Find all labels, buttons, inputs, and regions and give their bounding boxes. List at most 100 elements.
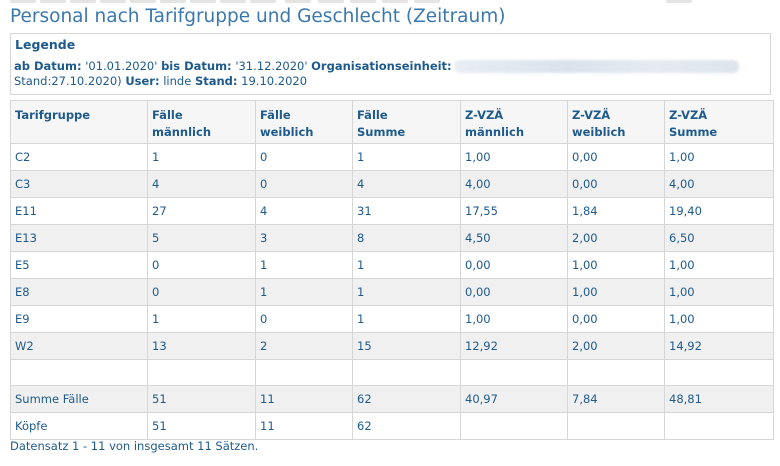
header-faelle-weiblich[interactable]: Fälle weiblich xyxy=(255,100,353,144)
legend-line-2: Stand:27.10.2020) User: linde Stand: 19.… xyxy=(14,74,307,88)
ab-datum-value: '01.01.2020' xyxy=(85,59,158,73)
toolbar-button[interactable] xyxy=(70,0,96,3)
header-faelle-summe[interactable]: Fälle Summe xyxy=(352,100,461,144)
table-cell: 0 xyxy=(147,251,256,279)
table-cell: 51 xyxy=(147,412,256,440)
table-cell: 8 xyxy=(352,224,461,252)
toolbar-button[interactable] xyxy=(250,0,276,3)
record-count-footer: Datensatz 1 - 11 von insgesamt 11 Sätzen… xyxy=(10,439,259,453)
table-cell: 31 xyxy=(352,197,461,225)
toolbar-button[interactable] xyxy=(10,0,36,3)
org-value-redacted xyxy=(453,60,739,73)
table-cell: 19,40 xyxy=(664,197,774,225)
toolbar-button[interactable] xyxy=(382,0,408,3)
table-cell: 6,50 xyxy=(664,224,774,252)
table-cell: 0,00 xyxy=(460,278,568,306)
table-cell: 1,00 xyxy=(567,278,665,306)
page-title: Personal nach Tarifgruppe und Geschlecht… xyxy=(10,6,506,27)
table-cell: 17,55 xyxy=(460,197,568,225)
table-cell: W2 xyxy=(10,332,148,360)
table-cell: 3 xyxy=(255,224,353,252)
user-value: linde xyxy=(163,74,192,88)
table-cell: 2,00 xyxy=(567,224,665,252)
table-cell: E13 xyxy=(10,224,148,252)
ab-datum-label: ab Datum: xyxy=(14,59,82,73)
table-cell: 15 xyxy=(352,332,461,360)
table-cell: 62 xyxy=(352,412,461,440)
bis-datum-value: '31.12.2020' xyxy=(235,59,308,73)
table-cell: 48,81 xyxy=(664,385,774,413)
header-zvza-maennlich[interactable]: Z-VZÄ männlich xyxy=(460,100,568,144)
toolbar-button[interactable] xyxy=(130,0,156,3)
table-row: W2 13 2 15 12,92 2,00 14,92 xyxy=(10,332,774,360)
table-cell: 4 xyxy=(255,197,353,225)
table-cell: 4 xyxy=(147,170,256,198)
header-zvza-weiblich[interactable]: Z-VZÄ weiblich xyxy=(567,100,665,144)
table-cell: 12,92 xyxy=(460,332,568,360)
table-cell: 13 xyxy=(147,332,256,360)
table-cell: C2 xyxy=(10,143,148,171)
table-cell xyxy=(567,359,665,386)
table-row: C2 1 0 1 1,00 0,00 1,00 xyxy=(10,143,774,171)
table-row: E13 5 3 8 4,50 2,00 6,50 xyxy=(10,224,774,252)
toolbar-button[interactable] xyxy=(318,0,344,3)
table-cell: 4,00 xyxy=(460,170,568,198)
toolbar-button[interactable] xyxy=(285,0,311,3)
table-cell: 0 xyxy=(255,143,353,171)
toolbar-button[interactable] xyxy=(190,0,216,3)
table-cell xyxy=(460,359,568,386)
table-cell xyxy=(147,359,256,386)
toolbar-button[interactable] xyxy=(350,0,376,3)
table-row: E11 27 4 31 17,55 1,84 19,40 xyxy=(10,197,774,225)
table-cell xyxy=(664,412,774,440)
table-cell: E11 xyxy=(10,197,148,225)
toolbar-button[interactable] xyxy=(220,0,246,3)
header-tarifgruppe[interactable]: Tarifgruppe xyxy=(10,100,148,144)
table-cell: C3 xyxy=(10,170,148,198)
table-cell: Summe Fälle xyxy=(10,385,148,413)
table-cell: E9 xyxy=(10,305,148,333)
table-cell: 40,97 xyxy=(460,385,568,413)
toolbar-button[interactable] xyxy=(100,0,126,3)
table-cell: 0 xyxy=(255,305,353,333)
table-cell: 4,50 xyxy=(460,224,568,252)
toolbar-button[interactable] xyxy=(666,0,692,3)
table-cell: 1 xyxy=(147,305,256,333)
table-cell xyxy=(10,359,148,386)
table-cell: 0,00 xyxy=(567,143,665,171)
table-cell: 11 xyxy=(255,412,353,440)
table-cell: 1,84 xyxy=(567,197,665,225)
toolbar-button[interactable] xyxy=(40,0,66,3)
table-cell: 51 xyxy=(147,385,256,413)
legend-line-1: ab Datum: '01.01.2020' bis Datum: '31.12… xyxy=(14,59,739,73)
top-toolbar-strip xyxy=(0,0,780,4)
user-label: User: xyxy=(125,74,160,88)
table-cell: 5 xyxy=(147,224,256,252)
table-cell: E8 xyxy=(10,278,148,306)
data-table: Tarifgruppe Fälle männlich Fälle weiblich … xyxy=(10,100,774,440)
table-cell: 14,92 xyxy=(664,332,774,360)
table-cell: 1,00 xyxy=(460,305,568,333)
table-cell: 1 xyxy=(255,278,353,306)
table-cell: 1 xyxy=(352,251,461,279)
table-cell xyxy=(255,359,353,386)
stand-text: Stand:27.10.2020) xyxy=(14,74,122,88)
table-cell xyxy=(460,412,568,440)
header-faelle-maennlich[interactable]: Fälle männlich xyxy=(147,100,256,144)
table-row: E5 0 1 1 0,00 1,00 1,00 xyxy=(10,251,774,279)
table-cell: 1 xyxy=(352,143,461,171)
table-cell: 0,00 xyxy=(460,251,568,279)
toolbar-button[interactable] xyxy=(414,0,440,3)
table-cell: 1 xyxy=(352,278,461,306)
stand-label: Stand: xyxy=(194,74,238,88)
table-row: C3 4 0 4 4,00 0,00 4,00 xyxy=(10,170,774,198)
table-cell xyxy=(664,359,774,386)
header-zvza-summe[interactable]: Z-VZÄ Summe xyxy=(664,100,774,144)
table-cell: 1,00 xyxy=(567,251,665,279)
table-cell: 0 xyxy=(255,170,353,198)
table-cell: 1,00 xyxy=(664,278,774,306)
table-cell: 1 xyxy=(147,143,256,171)
org-label: Organisationseinheit: xyxy=(311,59,452,73)
toolbar-button[interactable] xyxy=(160,0,186,3)
table-cell: 1,00 xyxy=(460,143,568,171)
